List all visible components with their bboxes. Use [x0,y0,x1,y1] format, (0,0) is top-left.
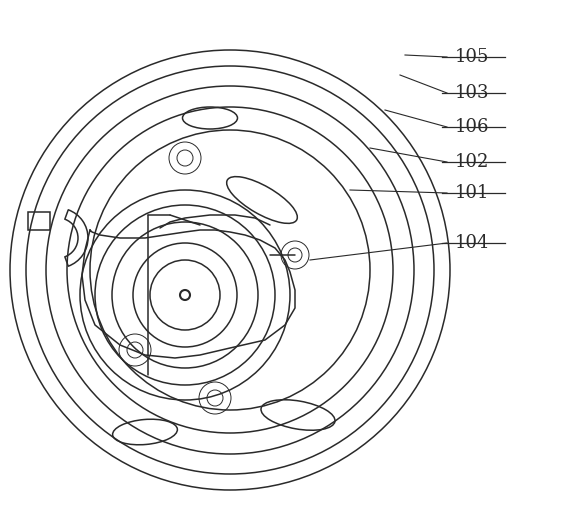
Text: 105: 105 [455,48,489,66]
Text: 106: 106 [455,118,489,136]
Text: 101: 101 [455,184,489,202]
Text: 102: 102 [455,153,489,171]
Text: 104: 104 [455,234,489,252]
Text: 103: 103 [455,84,489,102]
